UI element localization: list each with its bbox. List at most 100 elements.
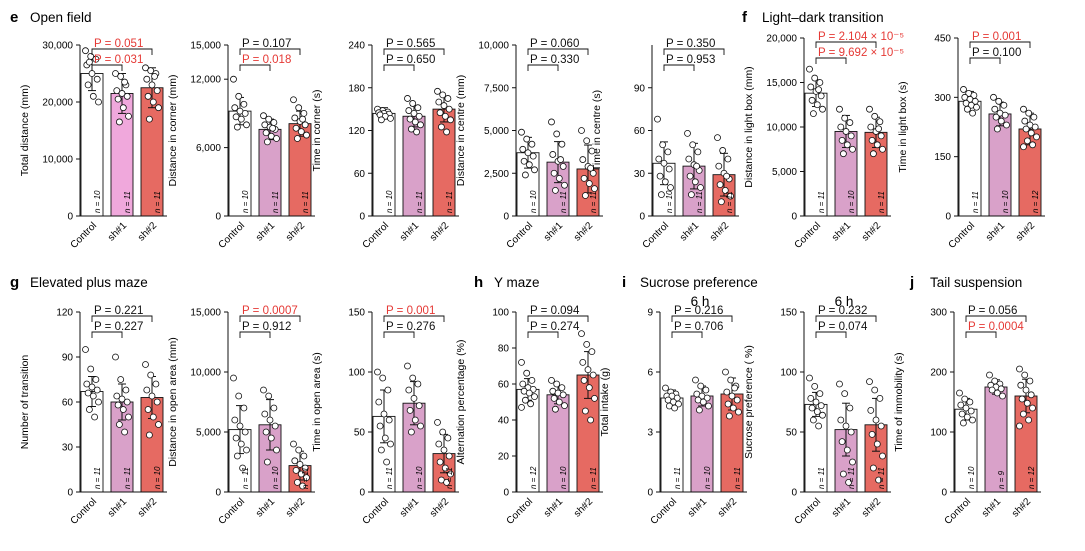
data-point (82, 47, 89, 55)
p-value-label: P = 0.706 (674, 321, 723, 333)
chart-time-centre: 0 30 60 90 Time in centre (s) n = 10 Control n … (591, 38, 739, 251)
y-tick-label: 50 (354, 428, 366, 439)
data-point (1031, 123, 1039, 131)
data-point (405, 107, 413, 114)
data-point (384, 386, 392, 394)
data-point (870, 150, 877, 158)
data-point (293, 135, 301, 142)
data-point (144, 92, 152, 100)
data-point (696, 406, 703, 414)
data-point (292, 466, 300, 474)
panel-letter-h: h (474, 274, 483, 291)
data-point (867, 406, 875, 414)
n-label: n = 11 (673, 467, 682, 489)
significance-bracket (239, 315, 301, 322)
data-point (811, 382, 819, 390)
y-tick-label: 100 (492, 308, 509, 319)
y-tick-label: 120 (56, 308, 73, 319)
n-label: n = 11 (153, 191, 162, 213)
x-tick-label: sh#1 (398, 220, 421, 243)
data-point (813, 408, 821, 416)
data-point (691, 178, 699, 186)
x-tick-label: Control (793, 220, 824, 251)
data-point (531, 393, 538, 401)
significance-bracket (383, 315, 445, 322)
significance-bracket (91, 48, 153, 55)
data-point (807, 83, 815, 91)
data-point (1025, 416, 1032, 424)
y-tick-label: 0 (945, 212, 951, 223)
data-point (716, 181, 724, 189)
data-point (1029, 141, 1036, 149)
data-point (122, 386, 130, 394)
data-point (260, 112, 267, 120)
data-point (817, 402, 825, 410)
data-point (152, 380, 160, 388)
data-point (993, 389, 1001, 397)
y-tick-label: 300 (934, 93, 951, 104)
data-point (1030, 113, 1038, 121)
data-point (405, 386, 413, 394)
data-point (374, 368, 381, 376)
data-point (116, 118, 123, 126)
data-point (819, 411, 826, 419)
data-point (871, 112, 879, 120)
n-label: n = 10 (529, 190, 538, 213)
y-tick-label: 30 (62, 443, 74, 454)
panel-letter-e: e (10, 9, 18, 26)
y-axis-label: Distance in corner (mm) (167, 74, 179, 186)
n-label: n = 10 (967, 466, 976, 489)
data-point (684, 129, 691, 137)
data-point (237, 115, 245, 123)
data-point (117, 72, 125, 80)
y-axis-label: Distance in light box (mm) (743, 66, 755, 187)
data-point (112, 70, 119, 77)
data-point (961, 395, 969, 403)
p-value-label: P = 0.912 (242, 321, 291, 333)
data-point (1001, 111, 1009, 119)
data-point (876, 118, 884, 126)
y-axis-label: Distance in centre (mm) (455, 75, 467, 186)
significance-bracket (663, 64, 695, 71)
significance-bracket (815, 57, 847, 64)
data-point (843, 141, 851, 149)
data-point (260, 386, 267, 394)
data-point (299, 115, 307, 123)
data-point (263, 138, 271, 146)
data-point (807, 394, 815, 402)
y-axis-label: Total intake (g) (599, 368, 611, 437)
data-point (273, 446, 280, 454)
data-point (837, 123, 845, 131)
x-tick-label: Control (505, 220, 536, 251)
data-point (84, 81, 92, 89)
n-label: n = 11 (415, 191, 424, 213)
data-point (143, 386, 151, 394)
data-point (295, 104, 303, 112)
data-point (267, 434, 275, 442)
data-point (876, 394, 884, 402)
data-point (148, 81, 156, 89)
x-tick-label: sh#2 (716, 496, 739, 519)
n-label: n = 10 (1001, 190, 1010, 213)
data-point (145, 115, 153, 123)
y-tick-label: 7,500 (484, 83, 509, 94)
y-tick-label: 100 (780, 368, 797, 379)
data-point (557, 156, 564, 163)
significance-bracket (527, 331, 559, 338)
x-tick-label: sh#1 (984, 220, 1007, 243)
data-point (114, 401, 122, 409)
y-axis-label: Time in corner (s) (311, 90, 323, 172)
data-point (519, 145, 527, 153)
data-point (559, 391, 567, 399)
n-label: n = 11 (971, 191, 980, 213)
data-point (519, 380, 527, 388)
data-point (443, 128, 451, 136)
x-tick-label: sh#1 (542, 496, 565, 519)
data-point (675, 400, 682, 408)
data-point (522, 396, 529, 404)
data-point (810, 110, 817, 118)
data-point (816, 390, 824, 398)
data-point (434, 87, 441, 95)
data-point (991, 105, 999, 113)
x-tick-label: sh#1 (542, 220, 565, 243)
